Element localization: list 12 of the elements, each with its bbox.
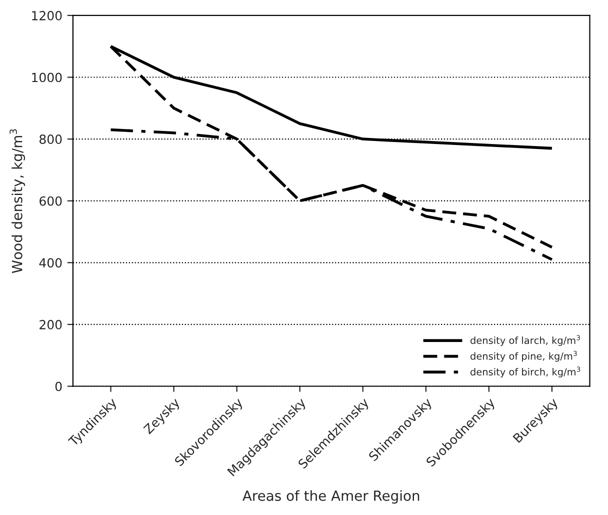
legend-label: density of pine, kg/m$^{3}$	[470, 350, 577, 362]
y-tick-label: 0	[55, 382, 62, 392]
y-axis-title: Wood density, kg/m$^{3}$	[10, 129, 26, 274]
y-tick-label: 1200	[32, 10, 62, 20]
x-axis-title: Areas of the Amer Region	[242, 490, 420, 504]
y-tick-label: 200	[40, 320, 62, 330]
legend-label: density of birch, kg/m$^{3}$	[470, 366, 580, 378]
legend-label: density of larch, kg/m$^{3}$	[470, 335, 580, 346]
y-tick-label: 400	[39, 258, 62, 268]
y-tick-label: 800	[40, 134, 62, 144]
y-tick-label: 600	[40, 196, 62, 206]
y-tick-label: 1000	[32, 72, 62, 82]
